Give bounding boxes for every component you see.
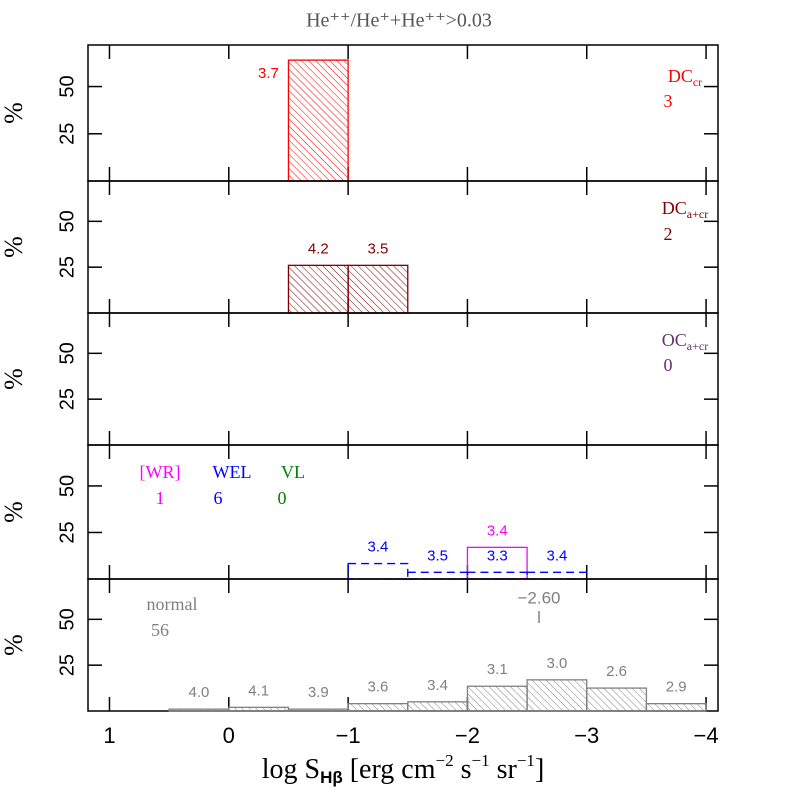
legend-name: DC bbox=[668, 66, 693, 86]
panel-frame bbox=[87, 44, 719, 182]
bar-annotation: 3.0 bbox=[546, 655, 567, 672]
bar bbox=[228, 706, 290, 712]
bar bbox=[526, 571, 588, 580]
bar-annotation: 3.4 bbox=[487, 522, 508, 539]
marker-label: −2.60 bbox=[518, 588, 561, 607]
x-tick-label: 0 bbox=[223, 723, 235, 748]
legend-subscript: a+cr bbox=[687, 339, 708, 353]
x-tick-label: −3 bbox=[574, 723, 599, 748]
bar bbox=[347, 264, 409, 314]
y-tick-label: 25 bbox=[56, 388, 78, 410]
bar bbox=[407, 571, 469, 580]
legend-subscript: a+cr bbox=[687, 207, 708, 221]
bar-annotation: 3.6 bbox=[368, 679, 389, 696]
legend-name: OC bbox=[662, 330, 687, 350]
y-axis-label: % bbox=[0, 236, 28, 258]
x-axis-label-part: −1 bbox=[517, 751, 535, 770]
legend-label: DCa+cr bbox=[662, 198, 708, 221]
legend-subscript: cr bbox=[693, 75, 702, 89]
legend-count: 3 bbox=[664, 91, 673, 111]
panel-frame bbox=[87, 312, 719, 446]
x-axis-label-part: sr bbox=[490, 754, 518, 785]
legend-label: VL bbox=[281, 462, 305, 482]
legend-label: WEL bbox=[213, 462, 252, 482]
legend-count: 6 bbox=[214, 488, 223, 508]
legend-count: 0 bbox=[664, 355, 673, 375]
legend-name: DC bbox=[662, 198, 687, 218]
bar-annotation: 4.0 bbox=[189, 684, 210, 701]
legend-label: DCcr bbox=[668, 66, 702, 89]
x-axis-label-part: ] bbox=[535, 754, 544, 785]
bar-annotation: 3.7 bbox=[258, 65, 279, 82]
legend-label: normal bbox=[147, 594, 198, 614]
bar bbox=[287, 264, 349, 314]
bar-annotation: 3.9 bbox=[308, 684, 329, 701]
bar-annotation: 2.6 bbox=[606, 663, 627, 680]
y-tick-label: 50 bbox=[56, 608, 78, 630]
legend-label: OCa+cr bbox=[662, 330, 708, 353]
y-axis-label: % bbox=[0, 368, 28, 390]
legend-count: 0 bbox=[278, 488, 287, 508]
bar bbox=[466, 685, 528, 712]
bar bbox=[287, 708, 349, 712]
legend-count: 56 bbox=[151, 620, 169, 640]
x-axis-label-part: log S bbox=[262, 754, 320, 785]
x-axis-label-part: Hβ bbox=[320, 768, 343, 787]
y-tick-label: 25 bbox=[56, 123, 78, 145]
y-axis-label: % bbox=[0, 501, 28, 523]
x-tick-label: −2 bbox=[455, 723, 480, 748]
x-axis-label: log SHβ [erg cm−2 s−1 sr−1] bbox=[262, 751, 545, 788]
legend-name: normal bbox=[147, 594, 198, 614]
bar-annotation: 3.4 bbox=[368, 539, 389, 556]
legend-name: WEL bbox=[213, 462, 252, 482]
legend-count: 1 bbox=[156, 488, 165, 508]
y-tick-label: 50 bbox=[56, 475, 78, 497]
bar-annotation: 4.2 bbox=[308, 240, 329, 257]
bar bbox=[586, 687, 648, 712]
bar-annotation: 3.4 bbox=[546, 547, 567, 564]
panel-frame bbox=[87, 444, 719, 580]
chart-title: He⁺⁺/He⁺+He⁺⁺>0.03 bbox=[306, 10, 492, 32]
y-tick-label: 25 bbox=[56, 654, 78, 676]
legend-name: [WR] bbox=[140, 462, 181, 482]
legend-count: 2 bbox=[664, 224, 673, 244]
bar-annotation: 3.1 bbox=[487, 661, 508, 678]
y-tick-label: 25 bbox=[56, 256, 78, 278]
bar-annotation: 3.5 bbox=[368, 240, 389, 257]
bar bbox=[168, 708, 230, 712]
y-tick-label: 50 bbox=[56, 342, 78, 364]
x-axis-label-part: s bbox=[454, 754, 472, 785]
y-axis-label: % bbox=[0, 634, 28, 656]
legend-name: VL bbox=[281, 462, 305, 482]
bar bbox=[466, 571, 528, 580]
bar bbox=[347, 703, 409, 712]
x-axis-label-part: −2 bbox=[436, 751, 454, 770]
bar-annotation: 3.3 bbox=[487, 547, 508, 564]
y-tick-label: 25 bbox=[56, 521, 78, 543]
bar-annotation: 3.4 bbox=[427, 677, 448, 694]
bar bbox=[407, 701, 469, 712]
bar-annotation: 2.9 bbox=[666, 679, 687, 696]
bar-annotation: 3.5 bbox=[427, 547, 448, 564]
x-tick-label: 1 bbox=[103, 723, 115, 748]
y-tick-label: 50 bbox=[56, 75, 78, 97]
x-axis-label-part: −1 bbox=[472, 751, 490, 770]
bar bbox=[526, 679, 588, 712]
y-axis-label: % bbox=[0, 102, 28, 124]
bar-annotation: 4.1 bbox=[248, 682, 269, 699]
bar bbox=[347, 562, 409, 580]
x-axis-label-part: [erg cm bbox=[343, 754, 436, 785]
x-tick-label: −1 bbox=[336, 723, 361, 748]
x-tick-label: −4 bbox=[694, 723, 719, 748]
legend-label: [WR] bbox=[140, 462, 181, 482]
y-tick-label: 50 bbox=[56, 210, 78, 232]
bar bbox=[645, 703, 707, 712]
bar bbox=[287, 59, 349, 182]
